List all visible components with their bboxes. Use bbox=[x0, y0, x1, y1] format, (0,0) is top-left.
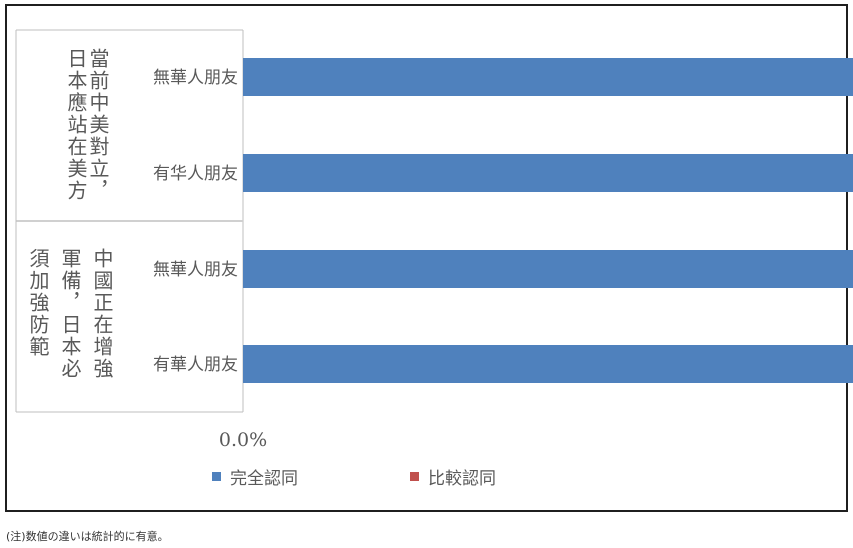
group-label-line: 軍備，日本必 bbox=[58, 248, 82, 380]
bar-segment bbox=[243, 58, 853, 96]
legend-label: 比較認同 bbox=[428, 469, 496, 489]
category-label: 無華人朋友 bbox=[153, 260, 238, 280]
category-label: 有华人朋友 bbox=[153, 164, 238, 184]
legend-swatch bbox=[410, 472, 419, 481]
bar-segment bbox=[243, 250, 853, 288]
group-label-line: 當前中美對立， bbox=[86, 48, 110, 202]
bar-segment bbox=[243, 154, 853, 192]
footnote: (注)数値の違いは統計的に有意。 bbox=[6, 530, 169, 543]
group-label-line: 日本應站在美方 bbox=[64, 48, 88, 202]
group-label-line: 須加強防範 bbox=[26, 248, 50, 358]
category-label: 有華人朋友 bbox=[153, 355, 238, 375]
legend-label: 完全認同 bbox=[230, 469, 298, 489]
group-label-line: 中國正在增強 bbox=[90, 248, 114, 380]
bar-segment bbox=[243, 345, 853, 383]
legend-swatch bbox=[212, 472, 221, 481]
category-label: 無華人朋友 bbox=[153, 68, 238, 88]
x-tick-label: 0.0% bbox=[219, 429, 267, 451]
